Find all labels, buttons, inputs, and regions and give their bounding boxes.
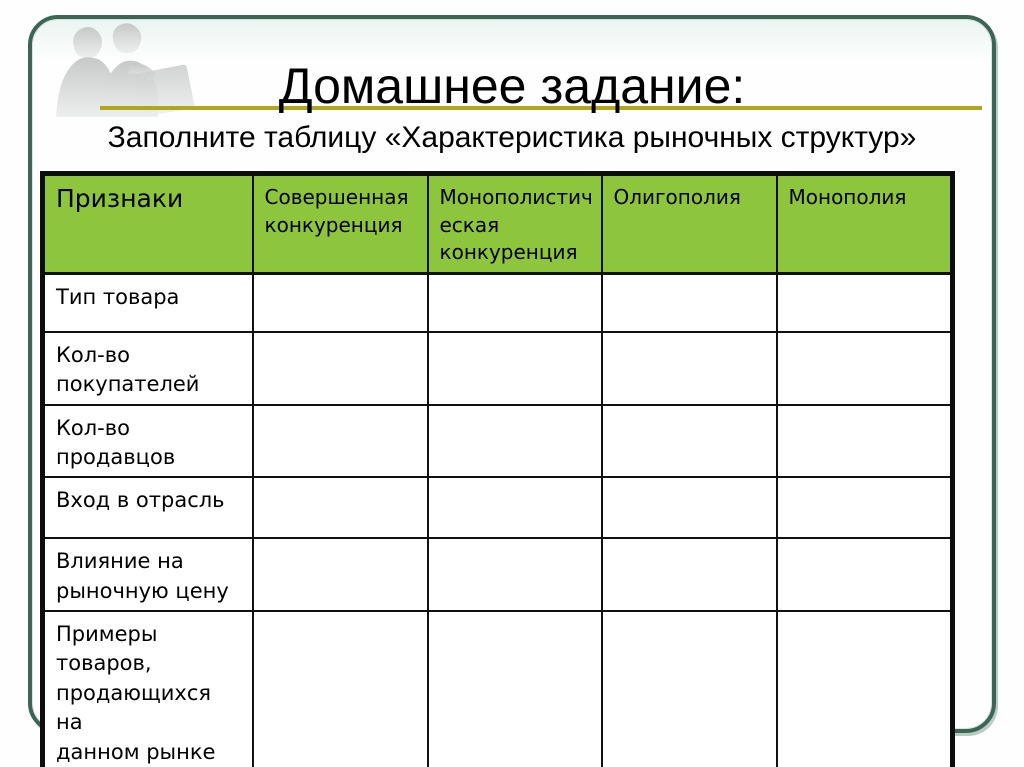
row-label: Вход в отрасль: [41, 476, 254, 540]
table-cell-empty: [251, 403, 429, 479]
table-row: Тип товара: [41, 272, 954, 333]
table-cell-empty: [600, 476, 778, 540]
column-header-monopolistic-competition: Монополистич еская конкуренция: [426, 172, 603, 275]
table-cell-empty: [775, 330, 954, 406]
table-cell-empty: [775, 537, 954, 613]
table-row: Примеры товаров, продающихся на данном р…: [41, 610, 954, 767]
table-row: Влияние на рыночную цену: [41, 537, 954, 613]
column-header-oligopoly: Олигополия: [600, 172, 778, 275]
row-label: Тип товара: [41, 272, 254, 333]
table-cell-empty: [251, 330, 429, 406]
market-structures-table: Признаки Совершенная конкуренция Монопол…: [40, 171, 955, 767]
table-cell-empty: [426, 537, 603, 613]
table-cell-empty: [600, 330, 778, 406]
column-header-perfect-competition: Совершенная конкуренция: [251, 172, 429, 275]
slide-subtitle: Заполните таблицу «Характеристика рыночн…: [107, 121, 917, 154]
table-row: Кол-во продавцов: [41, 403, 954, 479]
table-cell-empty: [775, 403, 954, 479]
table-cell-empty: [251, 610, 429, 767]
row-label: Примеры товаров, продающихся на данном р…: [41, 610, 254, 767]
table-row: Вход в отрасль: [41, 476, 954, 540]
column-header-monopoly: Монополия: [775, 172, 954, 275]
table-cell-empty: [426, 272, 603, 333]
table-cell-empty: [426, 403, 603, 479]
table-cell-empty: [775, 610, 954, 767]
table-cell-empty: [600, 610, 778, 767]
table-cell-empty: [600, 272, 778, 333]
table-row: Кол-во покупателей: [41, 330, 954, 406]
row-label: Кол-во продавцов: [41, 403, 254, 479]
row-label: Влияние на рыночную цену: [41, 537, 254, 613]
title-underline-rule: [100, 106, 982, 110]
table-cell-empty: [251, 476, 429, 540]
column-header-priznaki: Признаки: [41, 172, 254, 275]
row-label: Кол-во покупателей: [41, 330, 254, 406]
table-cell-empty: [775, 476, 954, 540]
slide-title: Домашнее задание:: [278, 58, 746, 114]
table-cell-empty: [426, 610, 603, 767]
table-cell-empty: [775, 272, 954, 333]
table-cell-empty: [600, 537, 778, 613]
people-silhouette-icon: [56, 23, 195, 117]
table-header-row: Признаки Совершенная конкуренция Монопол…: [41, 172, 954, 275]
table-cell-empty: [426, 330, 603, 406]
table-cell-empty: [251, 272, 429, 333]
table-cell-empty: [426, 476, 603, 540]
table-cell-empty: [251, 537, 429, 613]
table-cell-empty: [600, 403, 778, 479]
